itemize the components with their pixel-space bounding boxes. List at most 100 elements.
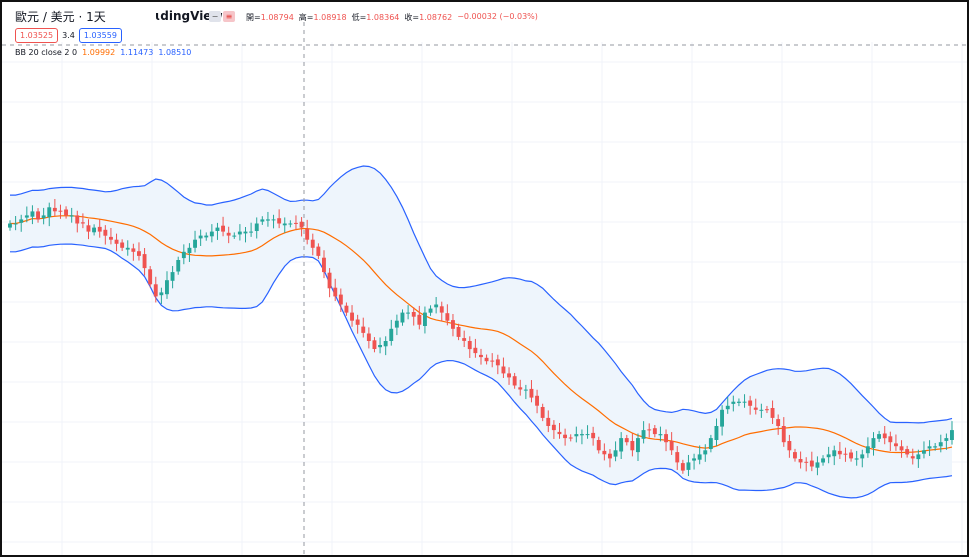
candle-body: [770, 408, 775, 418]
candle-body: [608, 453, 612, 459]
candle-body: [338, 294, 343, 305]
candle-body: [815, 462, 820, 468]
candle-body: [411, 312, 416, 317]
candle-body: [748, 400, 753, 406]
candle-body: [871, 438, 876, 448]
candle-body: [30, 211, 35, 217]
candle-body: [837, 450, 842, 455]
candle-body: [355, 319, 360, 325]
candle-body: [669, 441, 674, 451]
candle-body: [512, 376, 517, 386]
candle-body: [232, 235, 237, 237]
candle-body: [120, 242, 125, 248]
candle-body: [529, 388, 534, 398]
candle-body: [428, 308, 433, 313]
candle-body: [254, 223, 259, 231]
candle-body: [299, 221, 304, 228]
minus-icon[interactable]: −: [209, 11, 221, 22]
candle-body: [849, 452, 853, 459]
candle-body: [495, 359, 500, 366]
close-value: 1.08762: [419, 13, 453, 22]
candle-body: [647, 429, 652, 431]
low-value: 1.08364: [366, 13, 400, 22]
candle-body: [445, 313, 450, 321]
equal-icon[interactable]: ≡: [223, 11, 235, 22]
candle-body: [731, 401, 736, 404]
candle-body: [439, 306, 444, 313]
candle-body: [568, 437, 573, 439]
candle-body: [198, 235, 203, 239]
candle-body: [546, 417, 551, 426]
candle-body: [114, 239, 119, 244]
candle-body: [109, 236, 113, 240]
candle-body: [305, 228, 310, 240]
candle-body: [540, 407, 545, 418]
high-label: 高=: [298, 13, 314, 22]
candle-body: [19, 219, 24, 223]
candle-body: [456, 327, 461, 337]
candle-body: [916, 454, 921, 460]
candle-body: [591, 432, 596, 439]
candle-body: [142, 254, 147, 269]
low-label: 低=: [351, 13, 367, 22]
candle-body: [692, 458, 696, 461]
candle-body: [361, 326, 366, 333]
candle-body: [378, 345, 382, 348]
candle-body: [176, 260, 181, 272]
candle-body: [434, 304, 439, 308]
candle-body: [288, 223, 293, 225]
open-label: 開=: [246, 13, 261, 22]
candle-body: [243, 231, 248, 234]
candle-body: [737, 401, 741, 403]
candle-body: [327, 272, 332, 289]
candle-body: [221, 225, 225, 232]
sell-quote-button[interactable]: 1.03525: [15, 28, 59, 43]
candle-body: [389, 328, 394, 341]
open-value: 1.08794: [260, 13, 294, 22]
candle-body: [131, 248, 136, 252]
candle-body: [938, 442, 943, 447]
high-value: 1.08918: [313, 13, 347, 22]
candle-body: [204, 235, 209, 238]
bb-lower-value: 1.08510: [158, 48, 192, 57]
candle-body: [602, 450, 607, 455]
candle-body: [574, 434, 579, 437]
candle-body: [148, 269, 153, 285]
candle-body: [41, 215, 46, 219]
quote-row: 1.03525 3.4 1.03559: [15, 28, 122, 43]
candle-body: [927, 446, 932, 449]
candle-body: [563, 434, 567, 439]
candle-body: [507, 373, 511, 378]
candle-body: [344, 305, 349, 313]
candle-body: [697, 454, 702, 460]
candle-body: [776, 419, 781, 426]
candle-body: [137, 251, 141, 256]
bb-upper-band: [10, 165, 953, 424]
candle-body: [821, 458, 825, 463]
candle-body: [36, 211, 40, 220]
ohlc-legend: 開=1.08794 高=1.08918 低=1.08364 收=1.08762 …: [246, 12, 538, 23]
candle-body: [237, 231, 242, 235]
candle-body: [781, 426, 786, 443]
candle-body: [854, 458, 859, 460]
candle-body: [720, 409, 724, 427]
candle-body: [798, 459, 803, 463]
candle-body: [159, 292, 164, 296]
bb-band-fill: [10, 166, 952, 498]
candle-body: [551, 424, 556, 431]
candle-body: [170, 272, 175, 281]
candle-body: [294, 222, 298, 224]
candle-body: [260, 219, 265, 222]
candle-body: [417, 314, 422, 325]
candle-body: [226, 232, 231, 236]
bollinger-legend[interactable]: BB 20 close 2 0 1.09992 1.11473 1.08510: [15, 48, 191, 57]
candle-body: [75, 215, 80, 224]
candle-body: [759, 409, 764, 411]
buy-quote-button[interactable]: 1.03559: [78, 28, 122, 43]
candle-body: [215, 227, 220, 231]
bb-upper-value: 1.11473: [120, 48, 154, 57]
candle-body: [753, 407, 758, 410]
symbol-title[interactable]: 歐元 / 美元 · 1天: [15, 10, 106, 24]
change-value: −0.00032 (−0.03%): [457, 12, 538, 21]
